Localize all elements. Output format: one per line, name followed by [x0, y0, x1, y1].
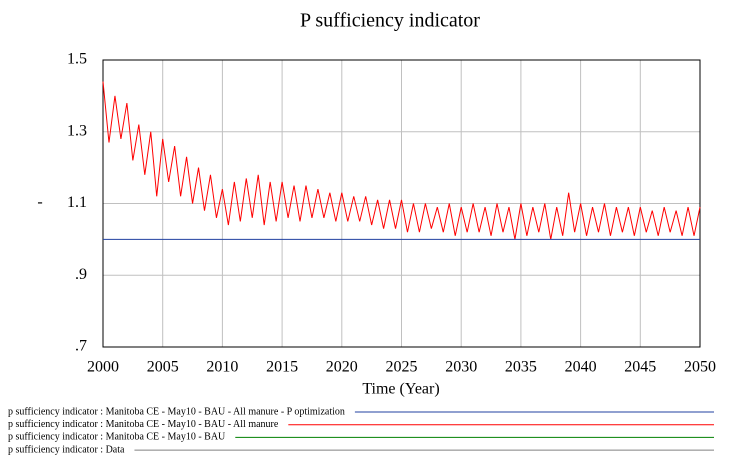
chart-title: P sufficiency indicator [300, 10, 480, 32]
y-tick-label: .7 [75, 338, 87, 355]
x-tick-label: 2020 [326, 359, 358, 376]
x-tick-label: 2000 [87, 359, 119, 376]
x-tick-label: 2015 [266, 359, 298, 376]
legend-label: p sufficiency indicator : Manitoba CE - … [8, 406, 345, 417]
x-tick-label: 2040 [565, 359, 597, 376]
series-line [102, 81, 701, 240]
y-axis-label: - [37, 194, 42, 211]
x-tick-label: 2050 [684, 359, 716, 376]
y-tick-label: 1.1 [67, 194, 87, 211]
y-tick-label: .9 [75, 266, 87, 283]
x-tick-label: 2045 [624, 359, 656, 376]
plot-frame [102, 59, 701, 348]
legend-label: p sufficiency indicator : Manitoba CE - … [8, 432, 226, 443]
y-tick-label: 1.3 [67, 122, 87, 139]
x-tick-label: 2025 [386, 359, 418, 376]
x-axis-label: Time (Year) [362, 381, 439, 398]
x-tick-label: 2010 [206, 359, 238, 376]
legend-label: p sufficiency indicator : Manitoba CE - … [8, 419, 279, 430]
y-tick-label: 1.5 [67, 51, 87, 68]
x-tick-label: 2005 [147, 359, 179, 376]
legend-label: p sufficiency indicator : Data [8, 444, 125, 455]
x-tick-label: 2035 [505, 359, 537, 376]
x-tick-label: 2030 [445, 359, 477, 376]
